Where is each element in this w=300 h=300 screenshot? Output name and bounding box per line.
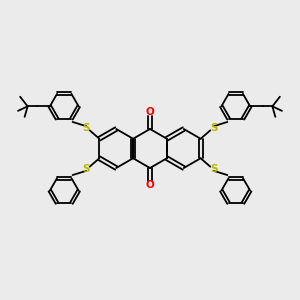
Text: S: S [210,164,218,174]
Text: S: S [82,123,90,133]
Text: S: S [82,164,90,174]
Text: S: S [210,123,218,133]
Text: O: O [146,180,154,190]
Text: O: O [146,106,154,117]
